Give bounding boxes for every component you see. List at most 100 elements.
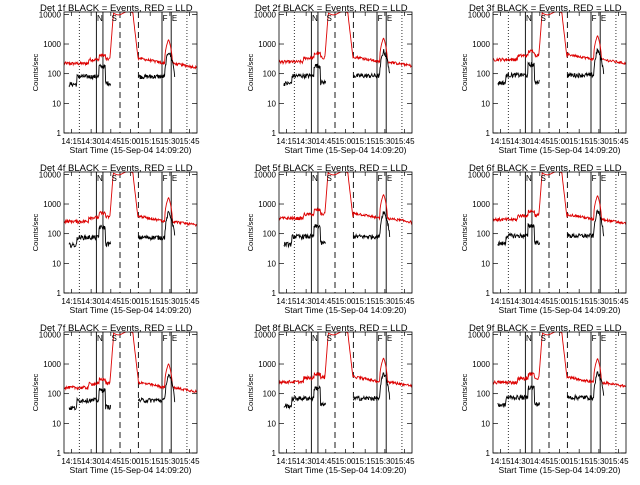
x-tick-label: 15:45 xyxy=(609,457,630,466)
y-tick-label: 1000 xyxy=(43,40,61,49)
marker-label: S xyxy=(540,14,545,23)
x-axis-label: Start Time (15-Sep-04 14:09:20) xyxy=(285,305,407,315)
y-axis-label: Counts/sec xyxy=(31,53,40,91)
y-tick-label: 100 xyxy=(263,230,277,239)
x-tick-label: 15:00 xyxy=(335,297,356,306)
x-tick-label: 15:15 xyxy=(569,457,590,466)
y-tick-label: 10 xyxy=(52,99,61,108)
x-tick-label: 15:45 xyxy=(180,137,201,146)
marker-label: N xyxy=(312,14,318,23)
marker-label: F xyxy=(378,14,383,23)
x-tick-label: 15:30 xyxy=(589,297,610,306)
y-axis-label: Counts/sec xyxy=(460,373,469,411)
x-tick-label: 15:30 xyxy=(375,137,396,146)
marker-label: N xyxy=(97,174,103,183)
x-tick-label: 15:30 xyxy=(375,457,396,466)
y-tick-label: 1 xyxy=(57,449,62,458)
y-axis-label: Counts/sec xyxy=(460,213,469,251)
plot-frame xyxy=(492,171,627,294)
x-tick-label: 15:15 xyxy=(569,297,590,306)
x-axis-label: Start Time (15-Sep-04 14:09:20) xyxy=(499,145,621,155)
y-tick-label: 100 xyxy=(477,390,491,399)
x-tick-label: 15:30 xyxy=(589,137,610,146)
x-axis-label: Start Time (15-Sep-04 14:09:20) xyxy=(285,145,407,155)
y-tick-label: 1000 xyxy=(472,200,490,209)
x-tick-label: 15:45 xyxy=(395,137,416,146)
y-tick-label: 10000 xyxy=(254,330,277,339)
x-tick-label: 14:45 xyxy=(101,457,122,466)
marker-label: F xyxy=(592,174,597,183)
marker-label: F xyxy=(592,334,597,343)
x-tick-label: 14:30 xyxy=(296,457,317,466)
y-tick-label: 1 xyxy=(486,129,491,138)
lld-series-line xyxy=(64,332,197,393)
x-tick-label: 14:30 xyxy=(510,137,531,146)
marker-label: E xyxy=(387,14,392,23)
marker-label: S xyxy=(111,14,116,23)
y-tick-label: 100 xyxy=(477,70,491,79)
x-tick-label: 15:00 xyxy=(335,457,356,466)
y-tick-label: 10 xyxy=(52,419,61,428)
events-series-line xyxy=(283,63,327,86)
marker-label: E xyxy=(387,334,392,343)
lld-series-line xyxy=(64,12,197,70)
x-tick-label: 14:45 xyxy=(101,297,122,306)
marker-label: S xyxy=(326,334,331,343)
y-tick-label: 10 xyxy=(267,259,276,268)
events-series-line xyxy=(352,210,391,240)
y-tick-label: 10000 xyxy=(39,170,62,179)
y-tick-label: 1 xyxy=(57,129,62,138)
y-tick-label: 100 xyxy=(263,70,277,79)
y-axis-label: Counts/sec xyxy=(31,373,40,411)
events-series-line xyxy=(352,48,391,79)
marker-label: N xyxy=(526,334,532,343)
x-tick-label: 14:15 xyxy=(276,457,297,466)
x-tick-label: 14:30 xyxy=(81,137,102,146)
events-series-line xyxy=(497,223,541,247)
x-tick-label: 14:45 xyxy=(316,457,337,466)
y-tick-label: 10 xyxy=(267,419,276,428)
x-tick-label: 15:00 xyxy=(120,297,141,306)
panel-title: Det 8f BLACK = Events, RED = LLD xyxy=(255,323,408,334)
x-tick-label: 15:45 xyxy=(609,297,630,306)
marker-label: S xyxy=(326,174,331,183)
x-tick-label: 14:45 xyxy=(530,297,551,306)
lld-series-line xyxy=(279,332,412,388)
marker-label: F xyxy=(592,14,597,23)
y-tick-label: 10 xyxy=(481,419,490,428)
lld-series-line xyxy=(493,332,626,388)
x-axis-label: Start Time (15-Sep-04 14:09:20) xyxy=(70,145,192,155)
x-tick-label: 15:15 xyxy=(140,457,161,466)
y-tick-label: 10000 xyxy=(254,10,277,19)
events-series-line xyxy=(283,385,327,410)
y-axis-label: Counts/sec xyxy=(31,213,40,251)
marker-label: N xyxy=(97,14,103,23)
events-series-line xyxy=(137,373,176,404)
y-tick-label: 10 xyxy=(481,99,490,108)
marker-label: F xyxy=(163,14,168,23)
y-tick-label: 1 xyxy=(486,289,491,298)
y-tick-label: 1000 xyxy=(472,40,490,49)
y-tick-label: 1000 xyxy=(472,360,490,369)
y-tick-label: 100 xyxy=(477,230,491,239)
marker-label: N xyxy=(97,334,103,343)
panel-title: Det 2f BLACK = Events, RED = LLD xyxy=(255,3,408,14)
y-tick-label: 10000 xyxy=(468,330,491,339)
events-series-line xyxy=(138,52,176,80)
y-tick-label: 100 xyxy=(48,230,62,239)
y-tick-label: 1000 xyxy=(258,200,276,209)
events-series-line xyxy=(68,387,112,411)
y-tick-label: 10 xyxy=(52,259,61,268)
plot-frame xyxy=(63,11,198,134)
events-series-line xyxy=(68,63,112,88)
y-tick-label: 10000 xyxy=(39,330,62,339)
y-tick-label: 10 xyxy=(267,99,276,108)
marker-label: N xyxy=(526,174,532,183)
marker-label: E xyxy=(601,14,606,23)
x-tick-label: 14:30 xyxy=(296,297,317,306)
x-tick-label: 15:00 xyxy=(549,297,570,306)
